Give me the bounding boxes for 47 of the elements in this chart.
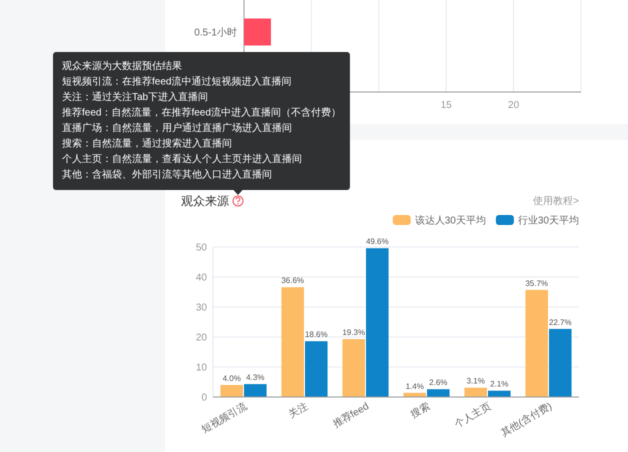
bar (464, 388, 487, 397)
x-tick-label: 个人主页 (452, 400, 493, 431)
y-tick-label: 0.5-1小时 (194, 26, 237, 38)
y-tick-label: 50 (196, 242, 208, 254)
data-label: 19.3% (342, 328, 366, 338)
x-tick-label: 关注 (286, 400, 310, 421)
text: 推荐feed：自然流量，在推荐feed流中进入直播间（不含付费） (62, 106, 341, 118)
y-tick-label: 40 (196, 272, 208, 284)
data-label: 2.1% (490, 380, 508, 389)
x-tick-label: 15 (440, 100, 452, 111)
data-label: 1.4% (406, 382, 424, 391)
data-label: 2.6% (429, 378, 448, 388)
bar (244, 384, 267, 397)
bar (305, 341, 328, 397)
legend-label: 该达人30天平均 (414, 214, 486, 226)
data-label: 49.6% (366, 237, 389, 246)
bar (220, 385, 243, 397)
text: 个人主页：自然流量，查看达人个人主页并进入直播间 (62, 153, 302, 165)
x-tick-label: 其他(含付费) (498, 400, 554, 439)
x-tick-label: 推荐feed (330, 400, 371, 430)
data-label: 4.3% (246, 373, 264, 382)
bar (366, 248, 389, 397)
legend-label: 行业30天平均 (518, 214, 579, 226)
text: 其他：含福袋、外部引流等其他入口进入直播间 (62, 168, 272, 180)
bar (281, 287, 304, 397)
chart-title: 观众来源 (181, 194, 229, 208)
bar (488, 390, 511, 397)
data-label: 22.7% (548, 318, 572, 327)
y-tick-label: 20 (196, 332, 208, 344)
data-label: 18.6% (304, 330, 328, 340)
y-tick-label: 30 (196, 302, 208, 314)
bar (427, 389, 450, 397)
bar (549, 328, 572, 397)
text: 使用教程> (533, 196, 580, 207)
text: 直播广场：自然流量，用户通过直播广场进入直播间 (62, 122, 292, 134)
data-label: 4.0% (222, 374, 241, 383)
text: 观众来源为大数据预估结果 (62, 60, 182, 72)
annotation: 短视频引流：在推荐feed流中通过短视频进入直播间 (62, 76, 292, 88)
data-label: 3.1% (466, 376, 485, 386)
data-label: 36.6% (281, 276, 304, 286)
y-tick-label: 10 (196, 362, 208, 374)
text: 搜索：自然流量，通过搜索进入直播间 (62, 138, 232, 150)
bar (525, 290, 548, 397)
data-label: 35.7% (525, 278, 548, 288)
x-tick-label: 搜索 (408, 400, 432, 421)
bar (342, 339, 365, 397)
text: 关注：通过关注Tab下进入直播间 (62, 91, 208, 103)
